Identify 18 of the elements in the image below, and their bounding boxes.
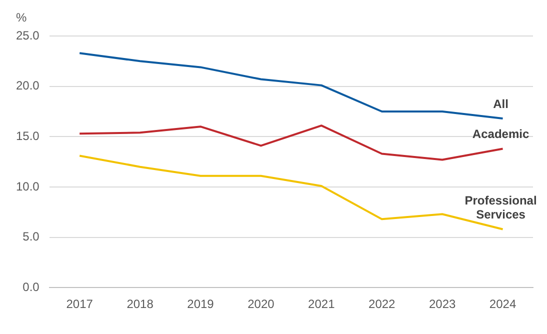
series-label: All	[493, 96, 508, 111]
x-tick-label: 2024	[489, 297, 516, 312]
series-label: Academic	[472, 127, 530, 142]
x-tick-label: 2017	[66, 297, 94, 312]
y-tick-label: 10.0	[16, 179, 40, 194]
y-axis-title: %	[16, 10, 27, 24]
y-tick-label: 20.0	[16, 78, 40, 93]
x-tick-label: 2022	[368, 297, 396, 312]
y-tick-label: 0.0	[22, 280, 40, 294]
x-tick-label: 2021	[308, 297, 336, 312]
x-tick-label: 2023	[428, 297, 456, 312]
y-tick-label: 25.0	[16, 28, 40, 42]
x-tick-label: 2020	[248, 297, 275, 312]
y-tick-label: 5.0	[22, 230, 40, 244]
x-tick-label: 2018	[126, 297, 154, 312]
x-tick-label: 2019	[187, 297, 214, 312]
y-tick-label: 15.0	[16, 128, 40, 143]
series-label: Professional Services	[464, 194, 537, 222]
